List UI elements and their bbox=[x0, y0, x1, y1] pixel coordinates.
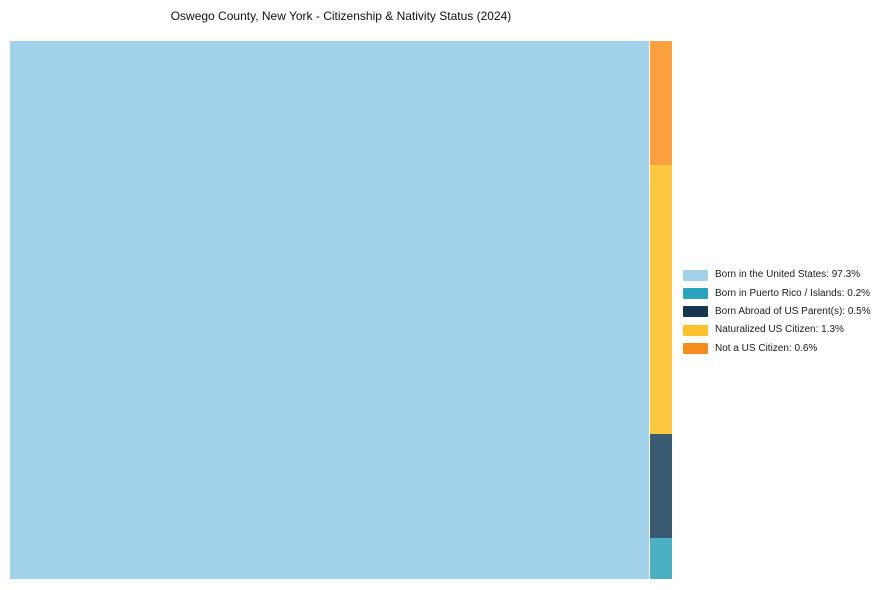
legend-swatch-born-in-puerto-rico-islands bbox=[683, 288, 708, 300]
legend-item-born-abroad-of-us-parent-s: Born Abroad of US Parent(s): 0.5% bbox=[683, 303, 871, 321]
treemap-segment-born-in-puerto-rico-islands bbox=[650, 537, 672, 579]
legend-label: Born in Puerto Rico / Islands: 0.2% bbox=[715, 287, 871, 299]
legend-swatch-born-abroad-of-us-parent-s bbox=[683, 306, 708, 318]
legend-item-born-in-the-united-states: Born in the United States: 97.3% bbox=[683, 266, 871, 284]
legend-label: Born Abroad of US Parent(s): 0.5% bbox=[715, 305, 871, 317]
legend-item-naturalized-us-citizen: Naturalized US Citizen: 1.3% bbox=[683, 321, 871, 339]
treemap-segment-born-in-the-united-states bbox=[10, 41, 649, 579]
legend-label: Born in the United States: 97.3% bbox=[715, 269, 861, 281]
legend-item-born-in-puerto-rico-islands: Born in Puerto Rico / Islands: 0.2% bbox=[683, 284, 871, 302]
chart-title: Oswego County, New York - Citizenship & … bbox=[170, 9, 512, 23]
legend-swatch-not-a-us-citizen bbox=[683, 343, 708, 355]
legend-swatch-born-in-the-united-states bbox=[683, 269, 708, 281]
legend-label: Naturalized US Citizen: 1.3% bbox=[715, 324, 844, 336]
treemap-plot-area bbox=[10, 41, 672, 579]
legend-swatch-naturalized-us-citizen bbox=[683, 324, 708, 336]
treemap-segment-naturalized-us-citizen bbox=[650, 165, 672, 435]
legend-item-not-a-us-citizen: Not a US Citizen: 0.6% bbox=[683, 340, 871, 358]
treemap-segment-not-a-us-citizen bbox=[650, 41, 672, 166]
legend-label: Not a US Citizen: 0.6% bbox=[715, 342, 818, 354]
treemap-segment-born-abroad-of-us-parent-s bbox=[650, 434, 672, 538]
legend: Born in the United States: 97.3% Born in … bbox=[683, 266, 871, 358]
